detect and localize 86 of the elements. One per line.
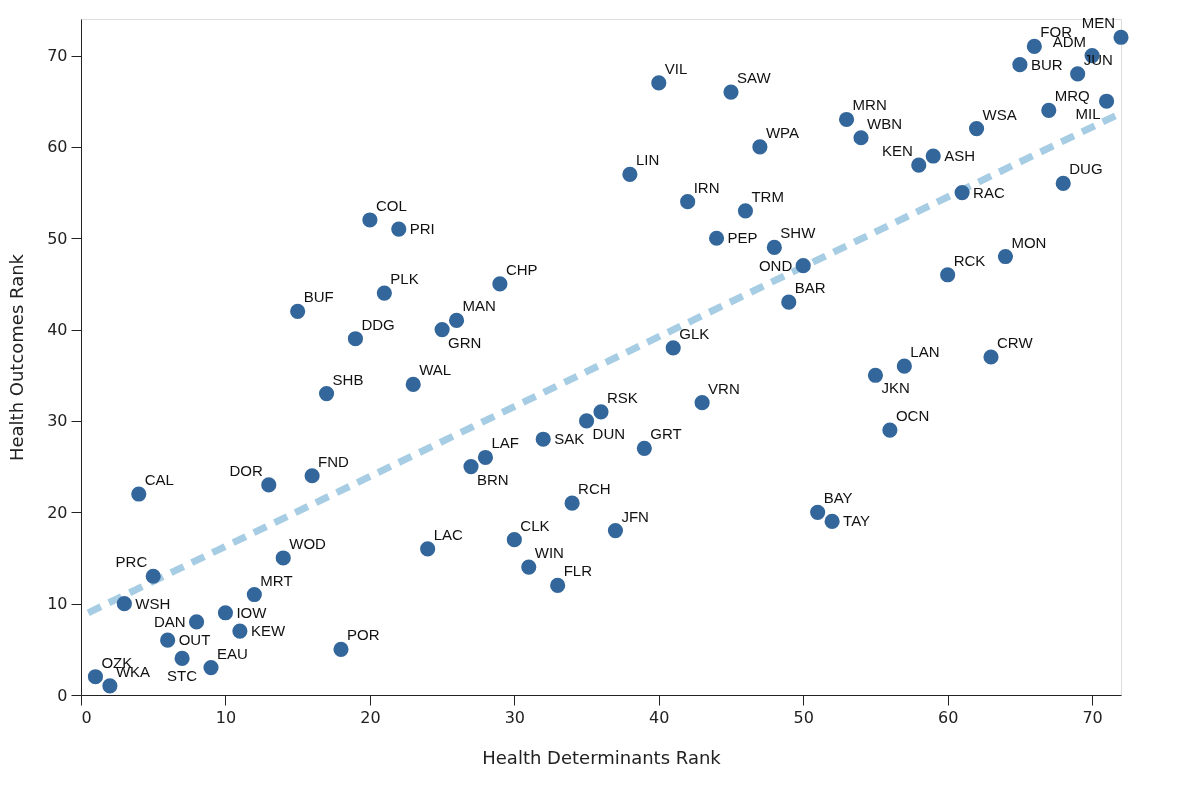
annotation: GLK (679, 324, 710, 342)
annotation: SHB (332, 370, 364, 388)
annotation: WPA (765, 123, 799, 141)
annotation: MIL (1075, 105, 1101, 123)
y-tick-label: 50 (47, 228, 68, 248)
annotation: FND (318, 452, 350, 470)
annotation: CLK (520, 516, 550, 534)
annotation: DOR (229, 461, 263, 479)
annotation: CRW (997, 334, 1034, 351)
x-tick-label: 50 (793, 707, 814, 727)
annotation: JKN (881, 379, 910, 397)
annotation: CAL (144, 471, 174, 489)
annotation: VIL (664, 59, 688, 77)
annotation: GRT (650, 425, 682, 443)
annotation: FLR (563, 562, 593, 580)
y-axis-title: Health Outcomes Rank (6, 253, 28, 462)
annotation: IOW (236, 603, 268, 621)
annotation: BRN (477, 470, 509, 488)
annotation: RCK (953, 251, 986, 269)
annotation: COL (375, 196, 407, 214)
x-tick-label: 30 (504, 707, 526, 727)
x-tick-label: 60 (937, 707, 959, 727)
annotation: MAN (462, 297, 496, 315)
annotation: MRT (260, 571, 293, 589)
annotation: WOD (289, 534, 327, 552)
x-tick-label: 0 (81, 707, 92, 727)
annotation: IRN (693, 178, 720, 196)
annotation: MON (1011, 233, 1047, 251)
annotation: LAN (910, 343, 940, 361)
annotation: SAW (737, 69, 772, 87)
annotation: WSH (135, 594, 171, 612)
y-tick-label: 30 (47, 411, 68, 431)
annotation: RSK (607, 388, 638, 406)
x-tick-label: 20 (360, 707, 381, 727)
annotation: OUT (178, 631, 211, 649)
annotation: PRC (115, 553, 148, 571)
annotation: POR (347, 626, 380, 644)
annotation: BAR (794, 279, 826, 297)
x-tick-label: 10 (215, 707, 237, 727)
x-tick-label: 40 (649, 707, 670, 727)
annotation: TAY (843, 512, 871, 530)
annotation: SAK (554, 430, 585, 448)
x-tick-label: 70 (1082, 707, 1103, 727)
annotation: SHW (780, 224, 817, 242)
annotation: OND (758, 256, 793, 274)
y-tick-label: 40 (47, 320, 68, 340)
annotation: CHP (505, 260, 538, 278)
annotation: JUN (1083, 50, 1113, 68)
annotation: LAF (491, 434, 519, 452)
annotation: GRN (448, 333, 482, 351)
annotation: DAN (153, 612, 186, 630)
annotation: RCH (578, 480, 611, 498)
annotation: KEN (881, 142, 913, 160)
annotation: PRI (409, 220, 435, 238)
annotation: WAL (419, 361, 452, 379)
annotation: MRN (852, 96, 887, 114)
y-tick-label: 20 (47, 502, 68, 522)
annotation: VRN (708, 379, 740, 397)
annotation: PLK (390, 270, 419, 288)
y-tick-label: 70 (47, 46, 68, 66)
annotation: EAU (217, 644, 248, 662)
annotation: DUN (592, 424, 626, 442)
annotation: PEP (727, 229, 758, 247)
annotation: WIN (534, 544, 564, 562)
y-tick-label: 10 (47, 594, 68, 614)
y-tick-label: 0 (57, 685, 68, 705)
annotation: WSA (982, 105, 1017, 123)
annotation: OCN (895, 407, 930, 425)
annotation: STC (167, 667, 198, 685)
annotation: DDG (361, 315, 395, 333)
annotation: LIN (635, 151, 660, 169)
annotation: JFN (621, 507, 649, 525)
annotation: BAY (823, 489, 853, 507)
annotation: KEW (250, 622, 286, 640)
annotation: ASH (944, 147, 976, 165)
annotation: TRM (751, 187, 784, 205)
annotation: MEN (1081, 14, 1115, 32)
annotation: RAC (973, 183, 1005, 201)
annotation: MRQ (1054, 87, 1090, 105)
x-axis-title: Health Determinants Rank (482, 746, 722, 768)
annotation: BUR (1030, 55, 1063, 73)
y-tick-label: 60 (47, 137, 68, 157)
annotation: LAC (433, 525, 464, 543)
annotation: DUG (1069, 160, 1103, 178)
annotation: BUF (303, 288, 334, 306)
annotation: WBN (867, 114, 902, 132)
